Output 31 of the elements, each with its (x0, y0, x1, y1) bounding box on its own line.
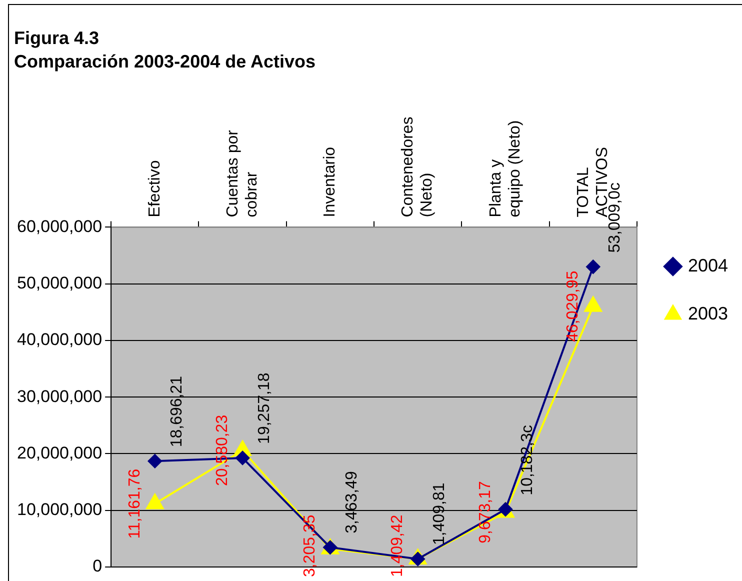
y-tick-label: 60,000,000 (16, 216, 102, 236)
y-tick-label: 50,000,000 (16, 274, 102, 293)
point (586, 260, 600, 274)
y-tick-label: 20,000,000 (16, 443, 102, 462)
data-label: 18,696,21 (168, 376, 186, 448)
data-label: 10,182,3c (518, 425, 536, 496)
data-label: 46,029,95 (564, 270, 582, 342)
point (148, 454, 162, 468)
point (146, 494, 164, 510)
data-label: 11,161,76 (126, 468, 144, 539)
chart-subtitle: Comparación 2003-2004 de Activos (14, 51, 316, 72)
x-tick-label: Contenedores (Neto) (400, 116, 436, 218)
y-tick-label: 40,000,000 (16, 330, 102, 350)
data-label: 9,673,17 (476, 480, 494, 544)
x-tick-label: Efectivo (146, 160, 164, 218)
x-tick-label: Planta y equipo (Neto) (487, 120, 524, 218)
legend-label: 2003 (688, 303, 728, 324)
point (236, 450, 250, 465)
data-label: 20,580,23 (214, 414, 231, 486)
data-label: 3,463,49 (344, 471, 361, 534)
y-tick-label: 10,000,000 (16, 500, 102, 520)
legend-label: 2004 (688, 255, 728, 276)
x-tick-label: Cuentas por cobrar (224, 129, 260, 218)
y-tick-label: 0 (92, 556, 102, 576)
data-label: 19,257,18 (256, 372, 273, 444)
chart-title: Figura 4.3 (14, 28, 100, 48)
data-label: 1,409,42 (389, 514, 406, 577)
y-tick-label: 30,000,000 (16, 386, 102, 406)
data-label: 1,409,81 (431, 482, 448, 546)
data-label: 3,205,35 (302, 514, 319, 577)
x-tick-label: Inventario (322, 146, 339, 218)
